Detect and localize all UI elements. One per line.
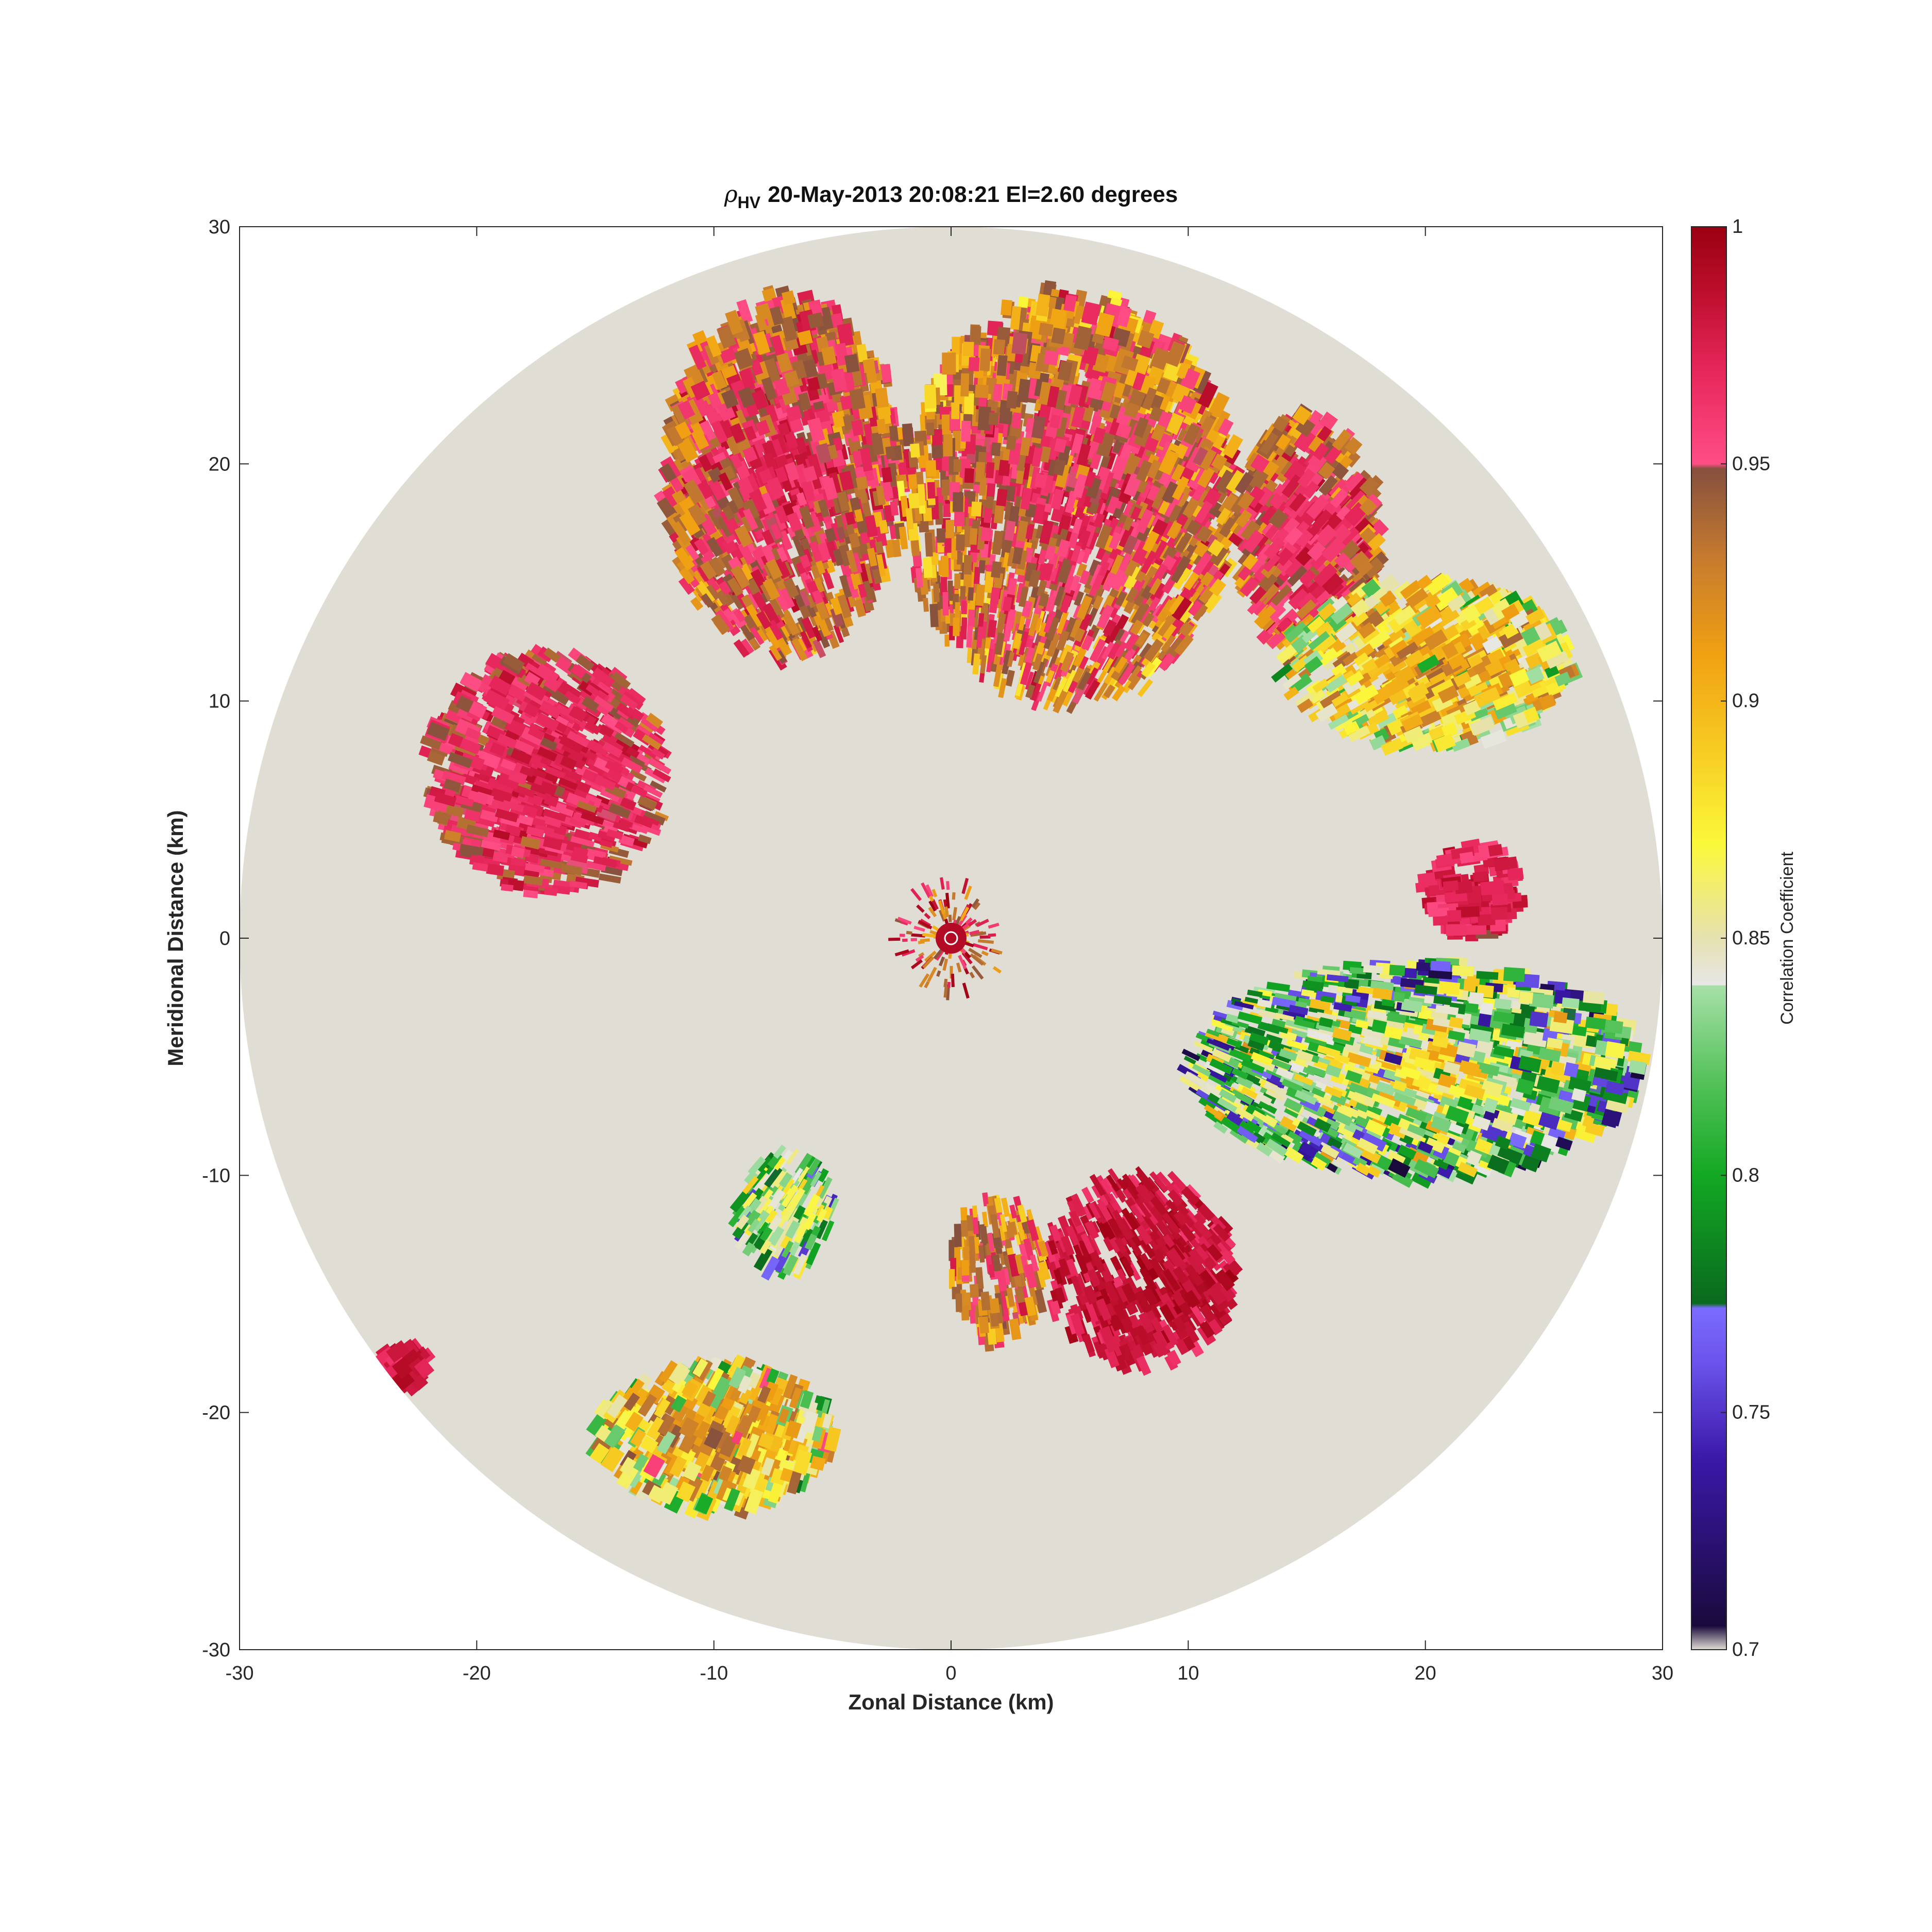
echo-gate	[944, 538, 953, 553]
echo-gate	[910, 443, 920, 458]
echo-gate	[1038, 323, 1054, 337]
echo-gate	[586, 860, 606, 872]
echo-gate	[956, 534, 965, 551]
echo-gate	[908, 493, 920, 509]
echo-gate	[933, 583, 940, 602]
echo-gate	[1044, 350, 1059, 366]
echo-gate	[964, 468, 974, 483]
echo-gate	[988, 412, 999, 426]
echo-gate	[941, 479, 950, 496]
echo-gate	[991, 561, 1002, 579]
echo-gate	[961, 420, 971, 442]
echo-gate	[969, 528, 978, 545]
chart-title: ρHV 20-May-2013 20:08:21 El=2.60 degrees	[724, 181, 1178, 212]
echo-gate	[544, 887, 558, 896]
echo-gate	[963, 554, 973, 575]
echo-gate	[936, 528, 946, 543]
echo-gate	[999, 410, 1013, 425]
echo-gate	[1011, 332, 1028, 355]
echo-region	[418, 643, 672, 899]
echo-gate	[980, 527, 992, 541]
echo-gate	[1006, 391, 1018, 409]
echo-gate	[926, 460, 937, 477]
echo-gate	[962, 342, 974, 357]
title-symbol: ρ	[724, 181, 738, 208]
echo-gate	[875, 387, 889, 409]
echo-gate	[924, 532, 933, 557]
echo-gate	[971, 501, 982, 517]
echo-gate	[978, 560, 986, 574]
echo-gate	[629, 769, 647, 782]
echo-gate	[996, 488, 1008, 506]
echo-gate	[975, 462, 986, 483]
echo-gate	[968, 587, 974, 601]
plot-area	[240, 227, 1663, 1650]
echo-gate	[993, 339, 1006, 355]
echo-gate	[1001, 299, 1012, 316]
echo-gate	[986, 462, 995, 479]
echo-gate	[954, 512, 964, 527]
echo-gate	[954, 573, 961, 589]
echo-gate	[951, 402, 960, 419]
echo-gate	[889, 425, 899, 442]
echo-gate	[926, 422, 935, 436]
echo-gate	[941, 555, 949, 578]
echo-gate	[908, 474, 918, 489]
echo-gate	[975, 384, 989, 398]
echo-gate	[501, 884, 514, 892]
echo-gate	[942, 352, 956, 375]
echo-gate	[979, 348, 991, 371]
echo-gate	[960, 373, 970, 397]
title-subscript: HV	[738, 193, 761, 212]
echo-gate	[993, 383, 1003, 402]
echo-gate	[931, 443, 943, 459]
echo-gate	[942, 592, 949, 616]
echo-gate	[968, 357, 980, 371]
echo-gate	[953, 459, 962, 472]
echo-gate	[947, 580, 953, 601]
echo-gate	[960, 586, 966, 600]
echo-gate	[986, 496, 994, 509]
echo-gate	[923, 557, 933, 578]
echo-gate	[996, 354, 1008, 377]
title-text: 20-May-2013 20:08:21 El=2.60 degrees	[768, 182, 1178, 207]
echo-gate	[957, 552, 963, 565]
echo-gate	[902, 423, 914, 447]
echo-gate	[953, 617, 960, 636]
echo-gate	[991, 442, 1002, 456]
echo-gate	[943, 434, 953, 457]
echo-gate	[1006, 435, 1016, 450]
echo-layer	[372, 280, 1651, 1521]
echo-gate	[929, 603, 939, 628]
echo-gate	[961, 601, 967, 615]
echo-gate	[961, 617, 968, 640]
echo-gate	[984, 506, 992, 523]
echo-gate	[927, 482, 936, 499]
echo-gate	[637, 822, 662, 836]
echo-gate	[807, 312, 824, 329]
echo-gate	[924, 384, 937, 409]
echo-gate	[885, 446, 895, 460]
echo-gate	[601, 865, 623, 876]
echo-gate	[944, 634, 950, 647]
echo-gate	[923, 598, 929, 612]
echo-gate	[952, 492, 964, 512]
echo-gate	[968, 609, 975, 626]
